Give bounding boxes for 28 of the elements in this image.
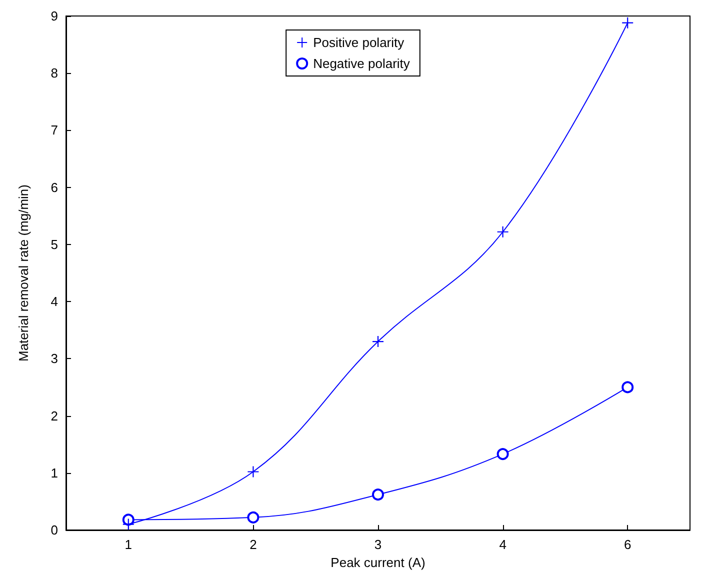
point bbox=[497, 226, 508, 238]
x-tick-label: 2 bbox=[250, 537, 257, 552]
y-axis-title: Material removal rate (mg/min) bbox=[16, 184, 31, 362]
point bbox=[247, 511, 260, 524]
legend-label: Positive polarity bbox=[313, 35, 405, 50]
point bbox=[372, 336, 384, 348]
point bbox=[122, 518, 134, 530]
point bbox=[248, 466, 259, 478]
y-tick-label: 4 bbox=[50, 294, 58, 310]
point bbox=[622, 17, 634, 28]
y-tick-label: 5 bbox=[50, 236, 58, 252]
y-tick-label: 0 bbox=[50, 522, 58, 538]
point bbox=[496, 448, 509, 460]
y-tick-label: 6 bbox=[50, 180, 58, 195]
legend-label: Negative polarity bbox=[313, 56, 410, 71]
point bbox=[622, 381, 634, 394]
y-tick-label: 2 bbox=[50, 408, 58, 424]
x-tick-label: 6 bbox=[624, 537, 632, 552]
x-tick-label: 4 bbox=[499, 537, 506, 552]
x-axis-title: Peak current (A) bbox=[330, 555, 426, 570]
x-tick-label: 3 bbox=[374, 537, 382, 552]
point bbox=[372, 488, 384, 501]
y-tick-label: 1 bbox=[50, 465, 58, 480]
y-tick-label: 8 bbox=[50, 66, 58, 81]
y-tick-label: 7 bbox=[50, 122, 58, 138]
y-tick-label: 9 bbox=[50, 8, 58, 24]
x-tick-label: 1 bbox=[124, 537, 132, 552]
y-tick-label: 3 bbox=[50, 351, 58, 366]
